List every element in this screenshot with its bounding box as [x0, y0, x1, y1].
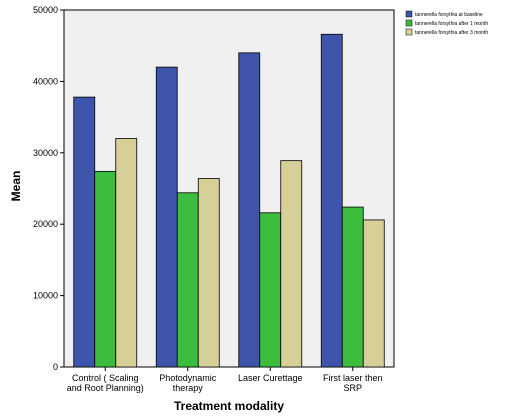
- bar-1-4: [320, 33, 343, 368]
- bar-3-1: [115, 138, 138, 368]
- x-category-label: Photodynamic: [159, 373, 217, 383]
- x-category-label: Laser Curettage: [238, 373, 303, 383]
- bar-2-2: [176, 192, 199, 368]
- legend-label-1: tannerella forsythia at baseline: [415, 12, 483, 18]
- bar-1-1: [73, 96, 96, 368]
- bar-3-3: [280, 160, 303, 368]
- y-axis-title: Mean: [9, 171, 23, 202]
- bar-1-2: [155, 66, 178, 368]
- x-category-label: therapy: [173, 383, 204, 393]
- legend-swatch-1: [405, 10, 413, 18]
- bar-1-3: [238, 52, 261, 368]
- bar-3-2: [197, 178, 220, 368]
- legend-swatch-3: [405, 28, 413, 36]
- legend-label-3: tannerella forsythia after 3 month: [415, 30, 488, 36]
- bar-3-4: [362, 219, 385, 368]
- y-tick-label: 50000: [33, 5, 58, 15]
- x-category-label: Control ( Scaling: [72, 373, 139, 383]
- bar-2-1: [94, 170, 117, 368]
- x-category-label: and Root Planning): [67, 383, 144, 393]
- y-tick-label: 40000: [33, 76, 58, 86]
- x-axis-title: Treatment modality: [174, 399, 284, 413]
- x-category-label: SRP: [343, 383, 362, 393]
- bars-group: [73, 33, 385, 368]
- y-tick-label: 0: [53, 362, 58, 372]
- bar-2-4: [341, 206, 364, 368]
- y-tick-label: 30000: [33, 148, 58, 158]
- x-category-label: First laser then: [323, 373, 383, 383]
- bar-2-3: [259, 212, 282, 368]
- y-tick-label: 10000: [33, 291, 58, 301]
- legend: tannerella forsythia at baseline tannerel…: [405, 10, 488, 36]
- y-tick-label: 20000: [33, 219, 58, 229]
- y-axis: 0 10000 20000 30000 40000 50000: [33, 5, 64, 372]
- legend-swatch-2: [405, 19, 413, 27]
- legend-label-2: tannerella forsythia after 1 month: [415, 21, 488, 27]
